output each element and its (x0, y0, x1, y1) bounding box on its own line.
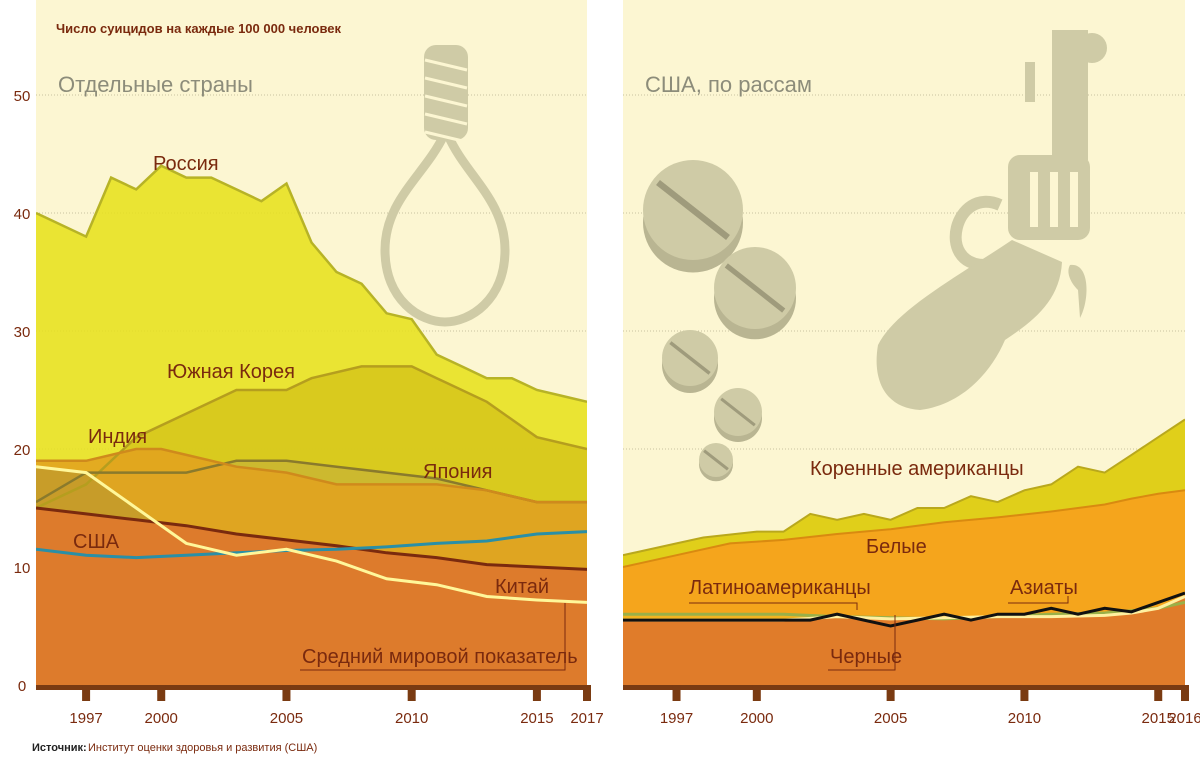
label-whites: Белые (866, 536, 927, 558)
x-tick-label-2010: 2010 (395, 710, 428, 727)
y-tick-label-50: 50 (14, 88, 31, 105)
label-blacks: Черные (830, 646, 902, 668)
x-tick-2005 (886, 685, 895, 701)
x-tick-2015 (532, 685, 541, 701)
right-panel-title: США, по рассам (645, 72, 812, 97)
label-india: Индия (88, 426, 147, 448)
line-россия (36, 164, 587, 404)
label-japan: Япония (423, 461, 492, 483)
pills-icon (643, 160, 796, 482)
line-world-average (36, 506, 587, 571)
label-russia: Россия (153, 153, 219, 175)
x-tick-2017 (583, 685, 591, 701)
blacks-leader (828, 615, 896, 671)
line-usa (36, 530, 587, 560)
countries-panel: 1997 2000 2005 2010 2015 2017 0 10 20 30 40 50 Росси… (14, 0, 604, 727)
y-tick-label-30: 30 (14, 324, 31, 341)
line-whites (623, 489, 1185, 568)
latinos-leader (689, 602, 858, 610)
line-native-americans (623, 418, 1185, 557)
line-asians (623, 591, 1185, 628)
x-tick-label-2017: 2017 (570, 710, 603, 727)
revolver-icon (876, 30, 1107, 410)
x-tick-2010 (407, 685, 416, 701)
x-tick-label-2015: 2015 (1142, 710, 1175, 727)
x-tick-2015 (1154, 685, 1163, 701)
line-южная-корея (36, 365, 587, 510)
label-china: Китай (495, 576, 549, 598)
label-south-korea: Южная Корея (167, 361, 295, 383)
x-tick-label-2005: 2005 (874, 710, 907, 727)
area-средний-мировой-показатель (36, 508, 587, 685)
x-tick-label-2005: 2005 (270, 710, 303, 727)
world-average-leader (300, 603, 566, 671)
x-tick-2000 (752, 685, 761, 701)
label-latinos: Латиноамериканцы (689, 577, 871, 599)
x-axis-bar (623, 685, 1185, 690)
y-tick-label-0: 0 (18, 678, 26, 695)
chart-header-title: Число суицидов на каждые 100 000 человек (56, 21, 342, 36)
x-tick-label-2010: 2010 (1008, 710, 1041, 727)
source-text: Институт оценки здоровья и развития (США… (88, 742, 317, 754)
races-plot-area (623, 30, 1185, 685)
x-tick-2005 (282, 685, 291, 701)
y-tick-label-20: 20 (14, 442, 31, 459)
x-tick-label-1997: 1997 (660, 710, 693, 727)
label-world-average: Средний мировой показатель (302, 646, 578, 668)
x-tick-2000 (157, 685, 166, 701)
x-tick-label-2000: 2000 (740, 710, 773, 727)
x-tick-2016 (1181, 685, 1189, 701)
x-tick-label-2016: 2016 (1168, 710, 1200, 727)
line-индия (36, 447, 587, 504)
x-tick-label-1997: 1997 (69, 710, 102, 727)
countries-plot-area (36, 45, 587, 685)
area-черные (623, 596, 1185, 685)
label-usa: США (73, 531, 120, 553)
x-tick-label-2000: 2000 (145, 710, 178, 727)
y-tick-label-10: 10 (14, 560, 31, 577)
noose-icon (380, 45, 510, 327)
x-tick-label-2015: 2015 (520, 710, 553, 727)
x-tick-2010 (1020, 685, 1029, 701)
left-panel-title: Отдельные страны (58, 72, 253, 97)
source-label: Источник: (32, 742, 87, 754)
x-axis-bar (36, 685, 587, 690)
x-tick-1997 (672, 685, 681, 701)
label-asians: Азиаты (1010, 577, 1078, 599)
asians-leader (1008, 596, 1069, 604)
y-tick-label-40: 40 (14, 206, 31, 223)
label-native-americans: Коренные американцы (810, 458, 1024, 480)
line-china (36, 465, 587, 604)
x-tick-1997 (82, 685, 91, 701)
